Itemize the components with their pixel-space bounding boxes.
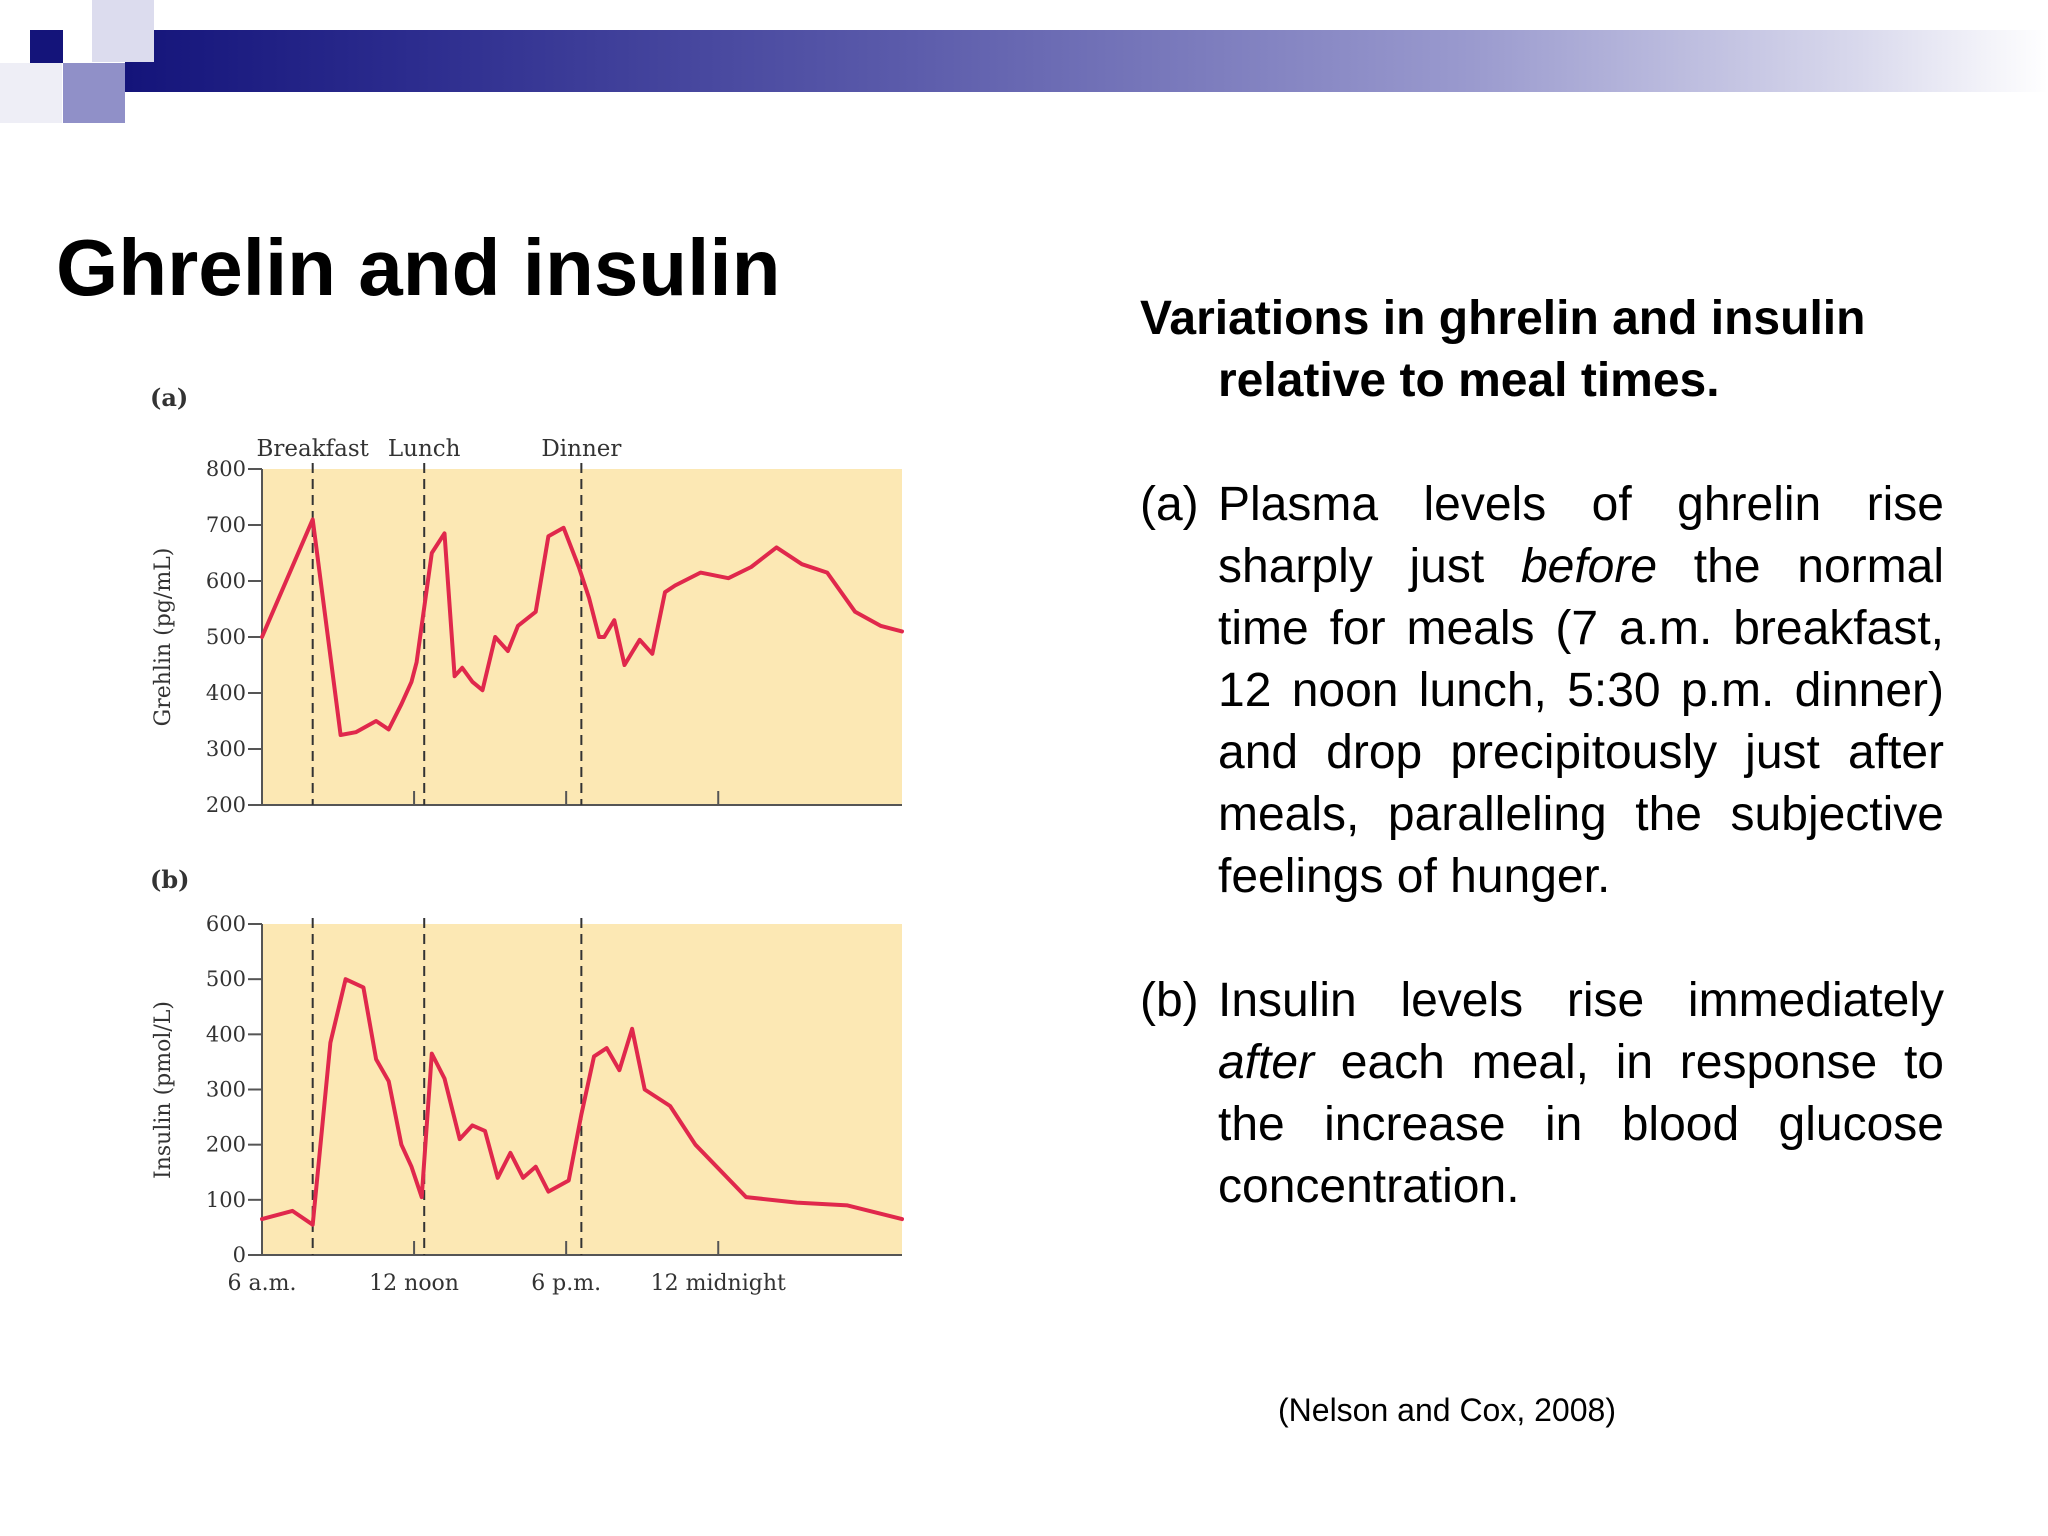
- ghrelin-meal-label: Breakfast: [256, 436, 369, 462]
- insulin-y-tick-label: 0: [233, 1243, 246, 1267]
- ghrelin-insulin-figure: (a) Grehlin (pg/mL) 200 300 400 500 600 700 800 B…: [140, 368, 960, 1328]
- figure-caption-heading: Variations in ghrelin and insulin relati…: [1140, 292, 1866, 407]
- paragraph-b-label: (b): [1140, 974, 1199, 1027]
- description-column: Variations in ghrelin and insulin relati…: [1140, 288, 1944, 1218]
- insulin-y-tick-label: 400: [206, 1022, 246, 1046]
- paragraph-a-label: (a): [1140, 478, 1199, 531]
- header-gradient-bar: [125, 30, 2048, 92]
- ghrelin-y-tick-label: 300: [206, 737, 246, 761]
- ghrelin-y-tick-label: 200: [206, 793, 246, 817]
- ghrelin-meal-label: Dinner: [541, 436, 621, 462]
- paragraph-a: (a) Plasma levels of ghrelin rise sharpl…: [1140, 474, 1944, 908]
- figure-svg: (a) Grehlin (pg/mL) 200 300 400 500 600 700 800 B…: [150, 383, 904, 1296]
- ghrelin-y-tick-label: 700: [206, 513, 246, 537]
- insulin-y-tick-label: 200: [206, 1133, 246, 1157]
- paragraph-a-text-start: Plasma levels of ghrelin rise sharply ju…: [1218, 478, 1944, 593]
- ghrelin-y-tick-label: 600: [206, 569, 246, 593]
- insulin-y-tick-label: 600: [206, 912, 246, 936]
- ghrelin-y-tick-label: 400: [206, 681, 246, 705]
- header-square-light: [92, 0, 154, 62]
- paragraph-a-text: Plasma levels of ghrelin rise sharply ju…: [1218, 474, 1944, 908]
- header-square-mid: [63, 63, 125, 123]
- slide-title: Ghrelin and insulin: [56, 223, 781, 312]
- paragraph-b-text-end: each meal, in response to the increase i…: [1218, 1036, 1944, 1213]
- ghrelin-y-axis-label: Grehlin (pg/mL): [151, 548, 176, 727]
- insulin-x-tick-label: 12 midnight: [651, 1271, 786, 1296]
- paragraph-b-text-start: Insulin levels rise immediately: [1218, 974, 1944, 1027]
- citation: (Nelson and Cox, 2008): [1278, 1392, 1616, 1428]
- insulin-data-line: [260, 977, 904, 1227]
- ghrelin-panel-label: (a): [150, 383, 188, 412]
- header-square-dark: [30, 30, 63, 63]
- ghrelin-plot-background: [262, 469, 902, 805]
- insulin-chart: (b) Insulin (pmol/L) 0 100 200 300 400 500 600 6 …: [150, 865, 904, 1296]
- ghrelin-data-line: [260, 517, 904, 737]
- insulin-y-tick-label: 100: [206, 1188, 246, 1212]
- ghrelin-meal-label: Lunch: [388, 436, 461, 462]
- ghrelin-y-tick-label: 500: [206, 625, 246, 649]
- insulin-x-tick-label: 6 p.m.: [531, 1271, 601, 1296]
- ghrelin-y-tick-label: 800: [206, 457, 246, 481]
- insulin-y-axis-label: Insulin (pmol/L): [151, 1001, 176, 1179]
- paragraph-b: (b) Insulin levels rise immediately afte…: [1140, 970, 1944, 1218]
- insulin-x-tick-label: 12 noon: [369, 1271, 459, 1296]
- insulin-y-tick-label: 300: [206, 1078, 246, 1102]
- insulin-y-tick-label: 500: [206, 967, 246, 991]
- ghrelin-chart: (a) Grehlin (pg/mL) 200 300 400 500 600 700 800 B…: [150, 383, 904, 817]
- insulin-x-tick-label: 6 a.m.: [228, 1271, 297, 1296]
- header-square-faint: [0, 63, 62, 123]
- paragraph-a-text-end: the normal time for meals (7 a.m. breakf…: [1218, 540, 1944, 903]
- paragraph-b-emphasis: after: [1218, 1036, 1315, 1089]
- insulin-panel-label: (b): [150, 865, 190, 894]
- paragraph-a-emphasis: before: [1520, 540, 1658, 593]
- paragraph-b-text: Insulin levels rise immediately after ea…: [1218, 970, 1944, 1218]
